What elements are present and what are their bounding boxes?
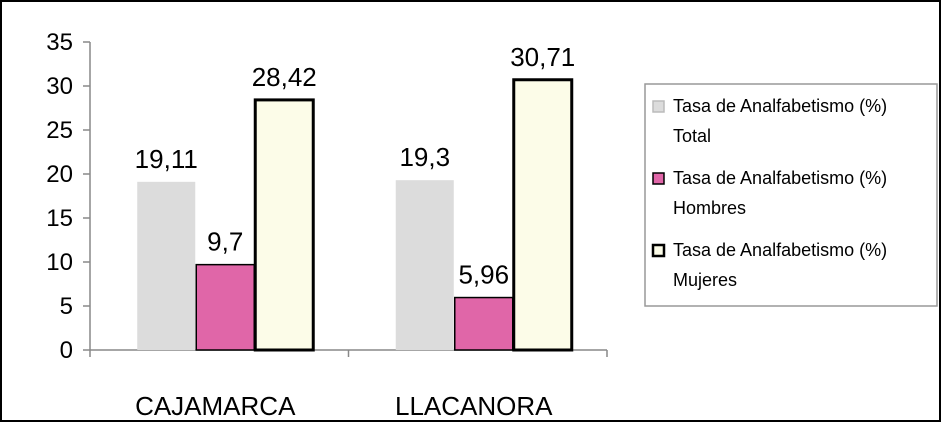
y-tick-label: 30 — [46, 73, 73, 100]
data-label: 30,71 — [510, 42, 575, 72]
legend-swatch — [651, 243, 666, 258]
data-labels: 19,11 9,7 28,42 19,3 5,96 30,71 — [135, 42, 576, 290]
bar — [253, 98, 315, 352]
y-tick-label: 5 — [60, 293, 73, 320]
data-label: 19,11 — [135, 144, 198, 174]
legend-box — [644, 83, 938, 307]
y-tick-label: 0 — [60, 337, 73, 364]
legend-label: Tasa de Analfabetismo (%) — [673, 240, 887, 260]
legend-label: Tasa de Analfabetismo (%) — [673, 96, 887, 116]
x-axis: CAJAMARCA LLACANORA — [89, 349, 608, 421]
legend-swatch — [652, 172, 665, 185]
x-category-label: LLACANORA — [395, 391, 553, 421]
legend: Tasa de Analfabetismo (%) Total Tasa de An… — [644, 83, 938, 307]
y-tick-label: 10 — [46, 249, 73, 276]
legend-label: Mujeres — [673, 270, 737, 290]
y-tick-label: 35 — [46, 29, 73, 56]
bar — [454, 296, 514, 351]
x-category-label: CAJAMARCA — [135, 391, 296, 421]
bar — [395, 180, 454, 350]
bars — [137, 78, 574, 352]
bar — [137, 181, 196, 350]
legend-label: Total — [673, 126, 711, 146]
y-tick-label: 15 — [46, 205, 73, 232]
data-label: 9,7 — [207, 227, 243, 257]
y-axis: 0 5 10 15 20 25 30 35 — [46, 29, 91, 364]
y-tick-label: 20 — [46, 161, 73, 188]
bar — [195, 263, 255, 351]
data-label: 28,42 — [252, 62, 317, 92]
data-label: 19,3 — [399, 142, 450, 172]
data-label: 5,96 — [458, 260, 509, 290]
bar — [512, 78, 574, 352]
legend-label: Hombres — [673, 198, 746, 218]
legend-swatch — [652, 100, 665, 113]
legend-label: Tasa de Analfabetismo (%) — [673, 168, 887, 188]
y-tick-label: 25 — [46, 117, 73, 144]
